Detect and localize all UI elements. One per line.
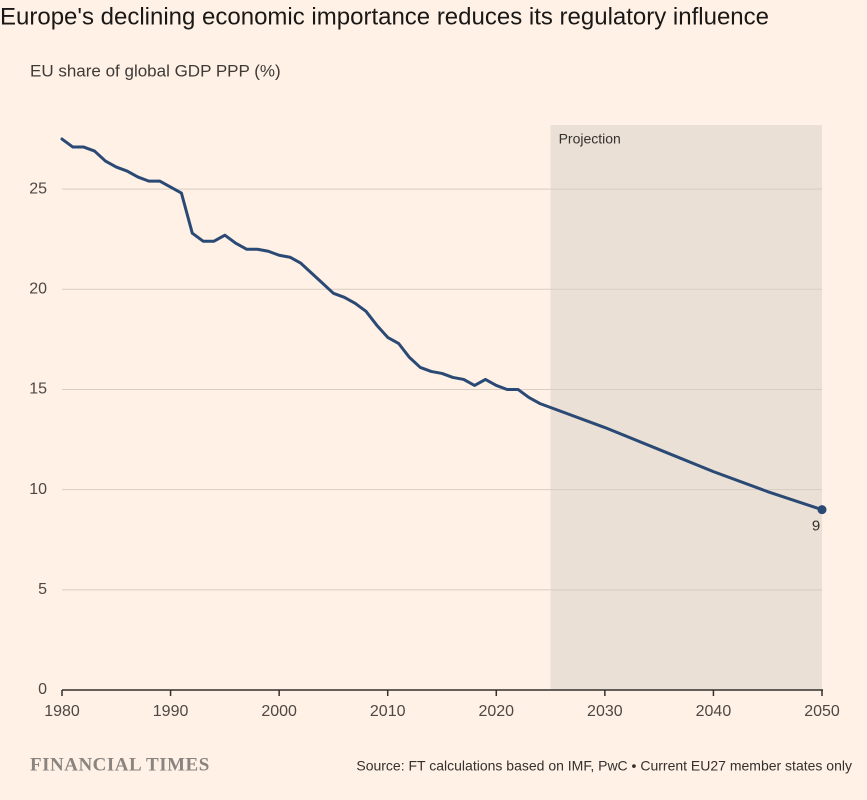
brand: FINANCIAL TIMES: [30, 754, 210, 775]
projection-band: [550, 125, 822, 690]
data-label: 9: [812, 518, 820, 535]
x-tick-label: 2030: [587, 703, 623, 720]
source: Source: FT calculations based on IMF, Pw…: [356, 758, 852, 774]
chart-subtitle: EU share of global GDP PPP (%): [30, 61, 281, 80]
y-tick-label: 15: [29, 381, 47, 398]
y-tick-label: 25: [29, 180, 47, 197]
y-tick-label: 5: [38, 581, 47, 598]
x-tick-label: 1990: [153, 703, 189, 720]
x-tick-label: 2040: [696, 703, 732, 720]
end-point: [817, 505, 827, 515]
chart-title: Europe's declining economic importance r…: [0, 3, 769, 30]
y-tick-label: 0: [38, 681, 47, 698]
x-tick-label: 2000: [261, 703, 297, 720]
data-line: [60, 137, 824, 512]
x-tick-label: 2010: [370, 703, 406, 720]
x-tick-label: 2020: [478, 703, 514, 720]
x-tick-label: 1980: [44, 703, 80, 720]
x-tick-label: 2050: [804, 703, 840, 720]
y-tick-label: 10: [29, 481, 47, 498]
y-tick-label: 20: [29, 281, 47, 298]
projection-label: Projection: [559, 131, 621, 147]
